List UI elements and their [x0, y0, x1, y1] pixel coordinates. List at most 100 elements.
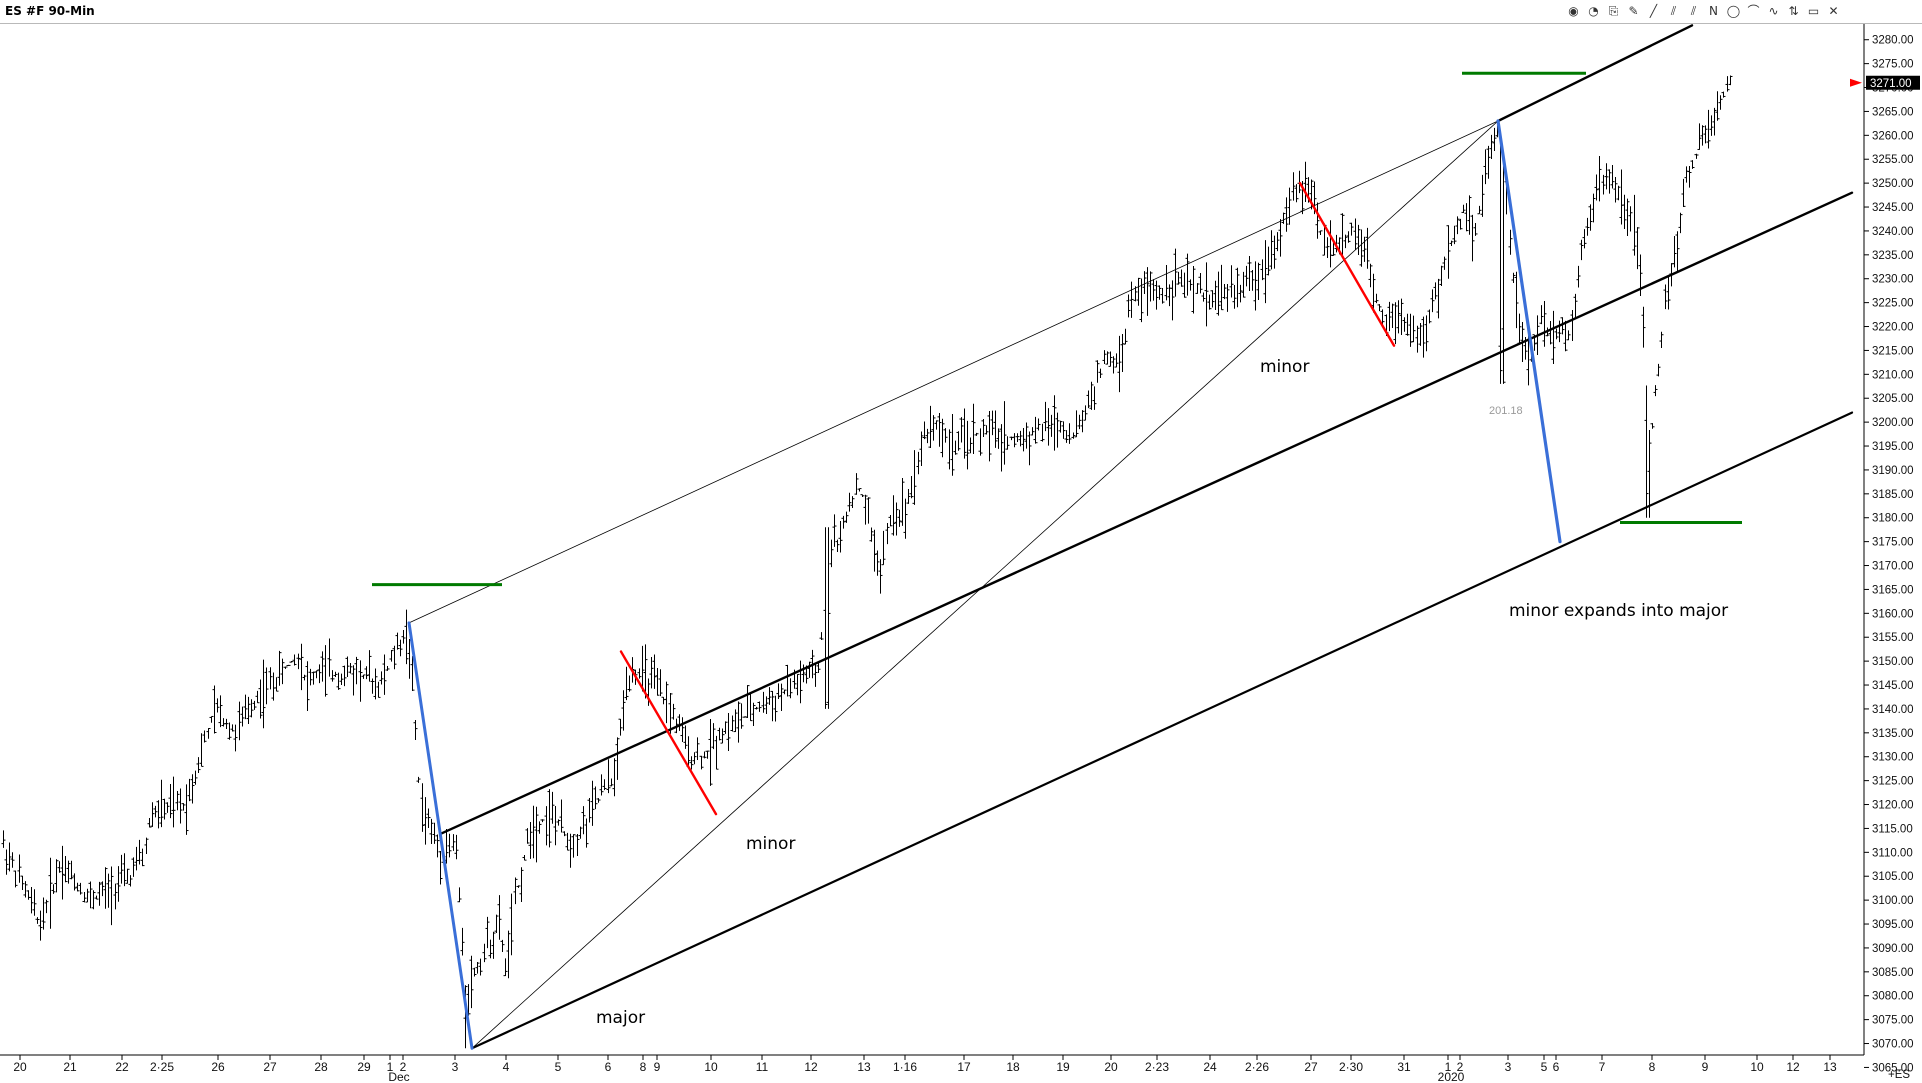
ohlc-bar [184, 784, 189, 835]
ohlc-bar [196, 757, 201, 774]
ohlc-bar [1374, 293, 1379, 304]
price-tick-label: 3175.00 [1872, 537, 1914, 549]
ohlc-bar [54, 859, 59, 893]
ohlc-bar [91, 890, 96, 910]
ohlc-bar [1582, 229, 1587, 249]
ohlc-bar [1176, 271, 1181, 285]
major-channel-middle[interactable] [440, 191, 1854, 835]
palette-icon[interactable]: ◉ [1568, 4, 1579, 18]
ohlc-bar [1021, 427, 1026, 452]
ohlc-bar [1641, 306, 1646, 348]
upper-thin-line[interactable] [408, 120, 1499, 624]
ohlc-bar [1728, 75, 1733, 86]
ohlc-bar [51, 884, 56, 894]
cycle-icon[interactable]: ∿ [1768, 4, 1779, 18]
attach-icon[interactable]: ⎘ [1608, 4, 1619, 18]
red-minor-2[interactable] [1298, 181, 1396, 347]
ohlc-bar [23, 881, 28, 898]
ohlc-bar [1486, 145, 1491, 179]
ohlc-bar [1173, 248, 1178, 297]
major-channel-upper[interactable] [1496, 24, 1694, 123]
ohlc-bar [854, 473, 859, 495]
blue-swing-1[interactable] [407, 621, 474, 1050]
date-axis: 20 21 22 2·25 26 27 28 29 1 2 3 4 5 6 8 9 10 11 12 13 1·16 17… [0, 1054, 1864, 1083]
arc-icon[interactable]: ⌒ [1747, 4, 1760, 18]
price-axis: 3280.003275.003270.003265.003260.003255.… [1850, 24, 1922, 1074]
ohlc-bar [652, 654, 657, 689]
ohlc-bar [354, 656, 359, 685]
ohlc-bar [906, 488, 911, 504]
price-tick-label: 3195.00 [1872, 441, 1914, 453]
ohlc-bar [1195, 283, 1200, 294]
window-icon[interactable]: ▭ [1807, 4, 1820, 18]
ohlc-bar [1415, 325, 1420, 353]
ohlc-bar [562, 831, 567, 837]
ohlc-bar [661, 696, 666, 705]
ohlc-bar [237, 701, 242, 741]
ohlc-bar [1458, 218, 1463, 230]
ohlc-bar [891, 495, 896, 536]
ohlc-bar [113, 883, 118, 910]
ohlc-bar [525, 828, 530, 844]
date-tick-label: 17 [957, 1060, 971, 1074]
pencil-icon[interactable]: ✎ [1628, 4, 1639, 18]
arrow-up-down-icon[interactable]: ⇅ [1788, 4, 1799, 18]
ohlc-bar [392, 645, 397, 670]
ohlc-bar [1470, 214, 1475, 262]
ohlc-bar [1377, 304, 1382, 312]
price-tick-label: 3245.00 [1872, 202, 1914, 214]
circle-icon[interactable]: ◯ [1726, 4, 1741, 18]
ohlc-bar [106, 873, 111, 908]
ohlc-bar [1244, 265, 1249, 287]
red-minor-1[interactable] [619, 650, 718, 816]
ohlc-bar [423, 797, 428, 845]
ohlc-bar [860, 494, 865, 497]
ohlc-bar [702, 751, 707, 759]
text-n-icon[interactable]: N [1709, 4, 1718, 18]
ohlc-bar [1120, 333, 1125, 373]
ohlc-bar [199, 733, 204, 767]
ohlc-bar [1331, 241, 1336, 256]
ohlc-bar [1260, 259, 1265, 281]
clock-icon[interactable]: ◔ [1588, 4, 1599, 18]
ohlc-bar [1015, 433, 1020, 443]
ohlc-bar [1712, 107, 1717, 136]
ohlc-bar [705, 750, 710, 759]
ohlc-bar [699, 755, 704, 770]
date-tick-label: 2 [400, 1060, 407, 1074]
ohlc-bar [367, 650, 372, 682]
annotation-small-value: 201.18 [1489, 405, 1523, 417]
ohlc-bar [578, 826, 583, 839]
diagonal-thin-line[interactable] [471, 120, 1499, 1049]
channel-icon[interactable]: ⫽ [1690, 4, 1697, 18]
ohlc-bar [420, 783, 425, 832]
ohlc-bar [1461, 204, 1466, 214]
ohlc-bar [1690, 160, 1695, 169]
ohlc-bar [506, 930, 511, 979]
close-icon[interactable]: ✕ [1828, 4, 1839, 18]
price-tick-label: 3075.00 [1872, 1015, 1914, 1027]
major-channel-lower[interactable] [470, 411, 1854, 1050]
ohlc-bar [624, 666, 629, 701]
ohlc-bar [1681, 178, 1686, 208]
ohlc-bar [621, 690, 626, 731]
price-tick-label: 3210.00 [1872, 369, 1914, 381]
ohlc-bar [1632, 194, 1637, 256]
ohlc-bar [798, 660, 803, 704]
ohlc-bar [1576, 265, 1581, 288]
ohlc-bar [1647, 429, 1652, 518]
ohlc-bar [1077, 414, 1082, 430]
ohlc-bar [97, 881, 102, 906]
ohlc-bar [85, 888, 90, 903]
ohlc-bar [761, 691, 766, 713]
ohlc-bar [1362, 236, 1367, 262]
ohlc-bar [987, 411, 992, 462]
ohlc-bar [212, 685, 217, 734]
blue-swing-2[interactable] [1496, 119, 1562, 544]
trendline-icon[interactable]: ╱ [1649, 4, 1658, 18]
ohlc-bar [469, 955, 474, 1009]
ohlc-bar [302, 674, 307, 681]
parallel-lines-icon[interactable]: ⫽ [1670, 4, 1677, 18]
ohlc-bar [116, 866, 121, 902]
